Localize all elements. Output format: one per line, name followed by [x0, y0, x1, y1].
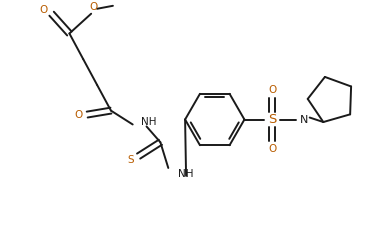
Text: O: O	[74, 110, 82, 120]
Text: NH: NH	[140, 118, 156, 128]
Text: S: S	[127, 155, 134, 165]
Text: NH: NH	[178, 169, 194, 179]
Text: O: O	[268, 85, 276, 95]
Text: S: S	[268, 113, 276, 126]
Text: O: O	[268, 144, 276, 154]
Text: O: O	[89, 2, 97, 12]
Text: O: O	[39, 5, 48, 15]
Text: N: N	[300, 114, 308, 125]
